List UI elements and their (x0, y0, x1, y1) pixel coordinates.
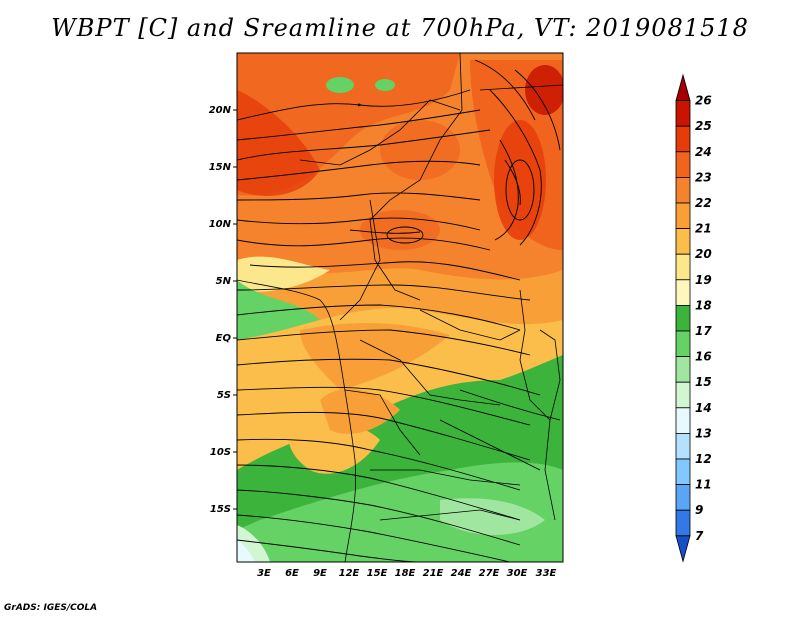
colorbar: 26 25 24 23 22 21 20 19 18 17 16 15 14 13 12 11 9 7 (675, 73, 712, 563)
colorbar-swatch (675, 432, 691, 460)
lat-label: 10S (210, 447, 231, 458)
colorbar-swatch (675, 458, 691, 486)
colorbar-label: 25 (695, 119, 712, 133)
colorbar-swatch (675, 228, 691, 255)
colorbar-label: 11 (695, 478, 712, 492)
colorbar-label: 15 (695, 375, 712, 389)
lon-label: 12E (339, 568, 360, 579)
streamlines (237, 59, 561, 562)
colorbar-label: 12 (695, 452, 712, 466)
colorbar-swatch (675, 356, 691, 383)
lat-label: 10N (209, 219, 232, 230)
colorbar-label: 14 (695, 401, 712, 415)
map-frame (236, 52, 564, 563)
colorbar-swatch (675, 253, 691, 281)
colorbar-label: 7 (695, 529, 704, 543)
lat-label: 5S (217, 390, 231, 401)
colorbar-swatch (675, 509, 691, 537)
lat-label: 15S (210, 504, 231, 515)
colorbar-label: 9 (695, 503, 703, 517)
lat-label: 20N (209, 105, 232, 116)
lon-label: 21E (423, 568, 444, 579)
colorbar-label: 24 (695, 145, 712, 159)
lon-label: 30E (507, 568, 528, 579)
colorbar-swatch (675, 484, 691, 511)
colorbar-label: 23 (695, 170, 712, 184)
footer-credit: GrADS: IGES/COLA (4, 603, 98, 613)
colorbar-swatch (675, 279, 691, 306)
lon-label: 15E (367, 568, 388, 579)
colorbar-swatch (675, 125, 691, 153)
longitude-axis: 3E 6E 9E 12E 15E 18E 21E 24E 27E 30E 33E (257, 568, 556, 579)
colorbar-swatch (675, 151, 691, 178)
lon-label: 6E (285, 568, 299, 579)
lat-label: 15N (209, 162, 232, 173)
colorbar-swatch (675, 202, 691, 230)
country-borders (237, 53, 563, 562)
colorbar-label: 20 (695, 247, 712, 261)
lon-label: 18E (395, 568, 416, 579)
colorbar-label: 13 (695, 426, 712, 440)
colorbar-swatch (675, 176, 691, 204)
lat-label: 5N (216, 276, 232, 287)
lon-label: 3E (257, 568, 271, 579)
lat-label: EQ (216, 333, 232, 344)
lon-label: 33E (536, 568, 557, 579)
colorbar-label: 22 (695, 196, 712, 210)
colorbar-swatch (675, 100, 691, 127)
colorbar-label: 26 (695, 94, 712, 108)
chart-title: WBPT [C] and Sreamline at 700hPa, VT: 20… (51, 14, 749, 42)
colorbar-label: 17 (695, 324, 712, 338)
lon-label: 27E (479, 568, 500, 579)
colorbar-swatch (675, 407, 691, 434)
colorbar-cap-top (675, 73, 691, 101)
colorbar-swatch (675, 304, 691, 332)
colorbar-swatch (675, 330, 691, 358)
lon-label: 9E (313, 568, 327, 579)
latitude-axis: 20N 15N 10N 5N EQ 5S 10S 15S (209, 105, 237, 515)
lon-label: 24E (451, 568, 472, 579)
colorbar-label: 21 (695, 222, 712, 236)
colorbar-label: 18 (695, 298, 712, 312)
colorbar-label: 19 (695, 273, 712, 287)
colorbar-label: 16 (695, 350, 712, 364)
colorbar-cap-bottom (675, 535, 691, 563)
colorbar-swatch (675, 381, 691, 409)
